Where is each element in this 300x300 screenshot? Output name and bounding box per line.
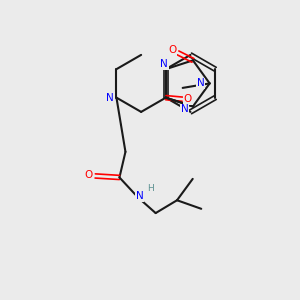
- Text: O: O: [168, 45, 177, 56]
- Text: N: N: [160, 59, 168, 69]
- Text: N: N: [106, 93, 114, 103]
- Text: O: O: [184, 94, 192, 104]
- Text: H: H: [147, 184, 154, 194]
- Text: N: N: [181, 104, 188, 115]
- Text: O: O: [85, 170, 93, 180]
- Text: N: N: [136, 191, 143, 201]
- Text: N: N: [197, 78, 205, 88]
